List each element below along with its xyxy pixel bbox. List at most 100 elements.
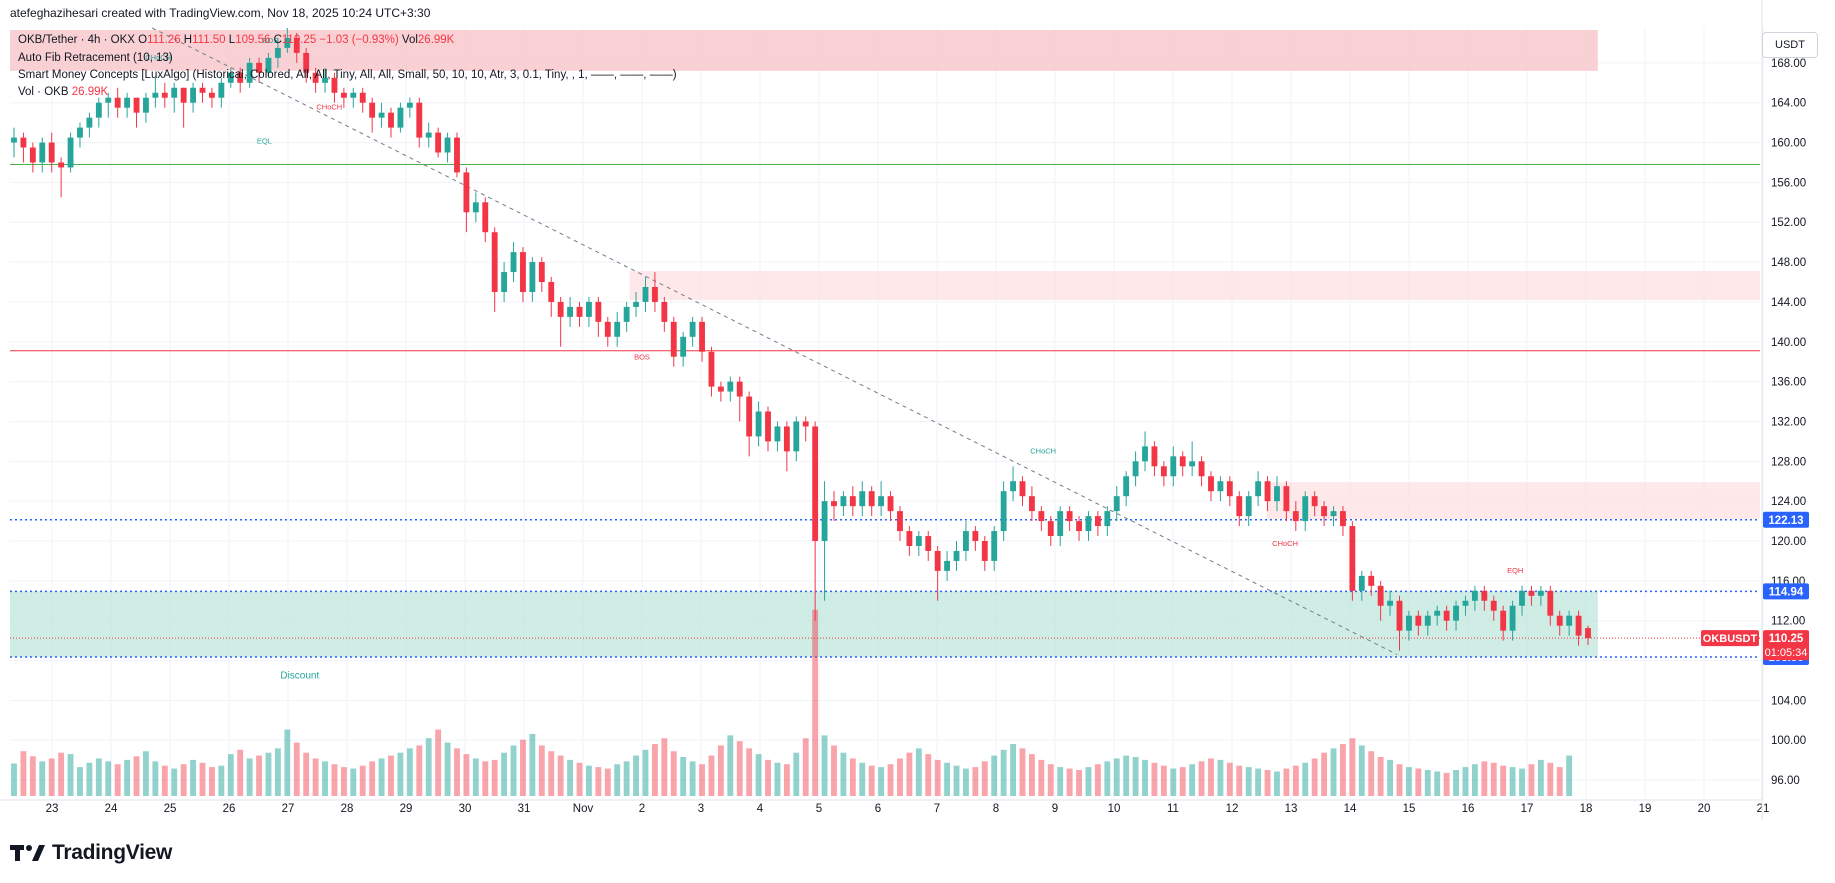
volume-bar bbox=[1471, 764, 1478, 796]
legend-c-label: C bbox=[273, 34, 282, 46]
volume-bar bbox=[237, 749, 244, 796]
candle-body bbox=[1424, 615, 1431, 626]
candle-body bbox=[312, 72, 319, 83]
volume-bar bbox=[1019, 748, 1026, 796]
trendline bbox=[152, 27, 1398, 656]
volume-bar bbox=[812, 609, 819, 796]
volume-bar bbox=[1217, 759, 1224, 796]
volume-bar bbox=[463, 754, 470, 796]
x-tick-label: 24 bbox=[105, 803, 118, 815]
candle-body bbox=[821, 501, 828, 542]
candle-body bbox=[972, 531, 979, 542]
candle-body bbox=[840, 496, 847, 507]
volume-bar bbox=[322, 761, 328, 796]
candle-body bbox=[567, 306, 574, 317]
candle-body bbox=[1076, 521, 1082, 532]
volume-bar bbox=[397, 752, 404, 796]
y-tick-label: 144.00 bbox=[1771, 297, 1806, 309]
volume-bar bbox=[746, 748, 753, 796]
y-tick-label: 96.00 bbox=[1771, 775, 1800, 787]
candle-body bbox=[218, 82, 225, 98]
candle-body bbox=[378, 112, 385, 118]
volume-bar bbox=[1066, 768, 1073, 796]
volume-bar bbox=[849, 758, 856, 796]
candle-body bbox=[199, 87, 206, 93]
volume-bar bbox=[1264, 770, 1271, 796]
volume-bar bbox=[623, 761, 630, 796]
candle-body bbox=[1349, 526, 1356, 591]
candle-body bbox=[1226, 481, 1233, 497]
candle-body bbox=[1415, 615, 1422, 626]
tradingview-logo[interactable]: TradingView bbox=[10, 841, 172, 865]
candle-body bbox=[77, 127, 83, 138]
candle-body bbox=[86, 117, 93, 128]
candle-body bbox=[1245, 496, 1252, 517]
x-tick-label: 11 bbox=[1167, 803, 1179, 815]
candle-body bbox=[227, 72, 234, 83]
volume-bar bbox=[114, 764, 121, 796]
volume-bar bbox=[1292, 765, 1299, 796]
x-tick-label: 19 bbox=[1639, 803, 1652, 815]
legend-c-value: 110.25 bbox=[281, 34, 317, 46]
candle-body bbox=[981, 541, 988, 561]
volume-bar bbox=[642, 749, 649, 796]
x-tick-label: 21 bbox=[1757, 803, 1770, 815]
candle-body bbox=[802, 421, 809, 427]
legend-indicator-fib[interactable]: Auto Fib Retracement (10, 13) bbox=[18, 52, 173, 64]
x-tick-label: 20 bbox=[1698, 803, 1711, 815]
volume-bar bbox=[1170, 768, 1177, 796]
candle-body bbox=[1519, 590, 1525, 606]
candle-body bbox=[1566, 615, 1573, 626]
y-tick-label: 120.00 bbox=[1771, 536, 1806, 548]
currency-button[interactable]: USDT bbox=[1762, 32, 1818, 58]
smc-label: CHoCH bbox=[1030, 446, 1056, 455]
volume-bar bbox=[143, 751, 149, 796]
volume-bar bbox=[1208, 758, 1214, 796]
candle-body bbox=[1160, 466, 1167, 477]
candle-body bbox=[425, 132, 432, 138]
candle-body bbox=[915, 536, 922, 546]
smc-label: EQL bbox=[257, 137, 272, 146]
candle-body bbox=[944, 560, 951, 571]
legend-indicator-smc[interactable]: Smart Money Concepts [LuxAlgo] (Historic… bbox=[18, 69, 677, 81]
candle-body bbox=[868, 491, 875, 507]
candle-body bbox=[1471, 590, 1478, 601]
volume-bar bbox=[190, 759, 196, 796]
legend-o-label: O bbox=[138, 34, 148, 46]
volume-bar bbox=[435, 729, 442, 796]
legend-ohlc: OKB/Tether · 4h · OKX O111.26 H111.50 L1… bbox=[18, 34, 454, 46]
volume-bar bbox=[20, 751, 27, 796]
candle-body bbox=[293, 37, 300, 53]
candle-body bbox=[1292, 511, 1299, 522]
candle-body bbox=[114, 97, 121, 108]
candle-body bbox=[388, 112, 394, 128]
volume-bar bbox=[831, 745, 837, 796]
candle-body bbox=[1189, 461, 1196, 467]
legend-indicator-volume[interactable]: Vol · OKB 26.99K bbox=[18, 86, 108, 98]
volume-bar bbox=[171, 768, 178, 796]
candle-body bbox=[774, 426, 781, 442]
volume-bar bbox=[359, 765, 366, 796]
annotations: CHoCH BOS CHoCH EQL BOS CHoCH CHoCH EQH Discount bbox=[145, 36, 1523, 682]
volume-bar bbox=[689, 761, 696, 796]
candle-body bbox=[708, 351, 715, 387]
volume-bar bbox=[991, 755, 998, 796]
volume-bar bbox=[1547, 762, 1554, 796]
smc-label: CHoCH bbox=[1272, 539, 1298, 548]
volume-bar bbox=[1123, 755, 1130, 796]
volume-bar bbox=[378, 758, 385, 796]
volume-bar bbox=[1245, 767, 1252, 796]
legend-l-value: 109.56 bbox=[235, 34, 271, 46]
y-tick-label: 168.00 bbox=[1771, 58, 1806, 70]
y-tick-label: 140.00 bbox=[1771, 337, 1806, 349]
volume-bar bbox=[161, 765, 168, 796]
candle-body bbox=[1274, 486, 1280, 502]
candle-body bbox=[642, 286, 649, 302]
x-tick-label: 8 bbox=[993, 803, 999, 815]
volume-bar bbox=[1000, 749, 1007, 796]
candle-body bbox=[209, 92, 215, 98]
volume-bar bbox=[406, 748, 413, 796]
volume-bar bbox=[1500, 765, 1507, 796]
volume-bar bbox=[1010, 744, 1016, 796]
